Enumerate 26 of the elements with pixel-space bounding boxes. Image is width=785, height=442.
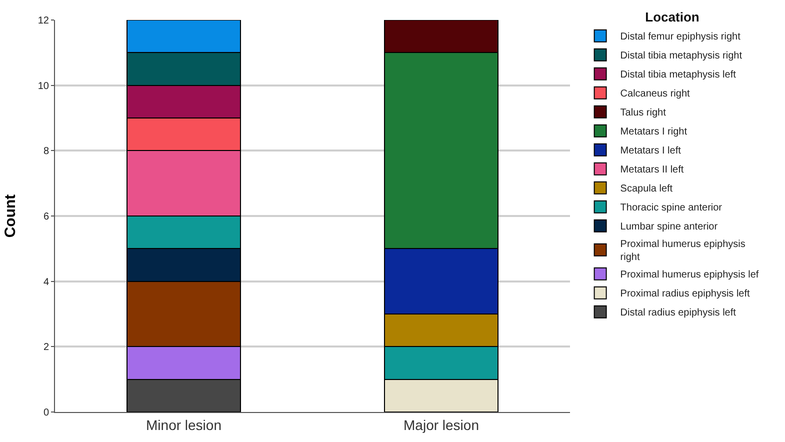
y-axis-title: Count xyxy=(2,194,19,238)
legend-label: Thoracic spine anterior xyxy=(620,202,723,214)
y-tick-label: 0 xyxy=(43,408,50,418)
legend-label: Proximal humerus epiphysis right xyxy=(620,239,746,264)
legend-title: Location xyxy=(645,9,700,24)
y-tick-label: 6 xyxy=(43,212,50,222)
legend-label: Metatars II left xyxy=(620,164,684,176)
legend-label: Metatars I left xyxy=(620,146,682,157)
y-tick-label: 10 xyxy=(38,80,50,92)
legend-label: Lumbar spine anterior xyxy=(620,222,718,233)
legend-label: Distal femur epiphysis right xyxy=(620,32,741,43)
legend-label: Calcaneus right xyxy=(620,88,690,100)
legend-label: Metatars I right xyxy=(620,126,688,138)
y-tick-label: 8 xyxy=(43,146,50,158)
x-tick-label: Major lesion xyxy=(404,416,479,433)
legend-label: Proximal radius epiphysis left xyxy=(620,288,750,300)
legend-label: Distal tibia metaphysis right xyxy=(620,50,742,62)
legend-label: Distal radius epiphysis left xyxy=(620,308,736,319)
legend-label: Talus right xyxy=(620,108,666,119)
legend-label: Proximal humerus epiphysis lef xyxy=(620,270,759,281)
x-tick-label: Minor lesion xyxy=(146,416,222,433)
legend-label: Scapula left xyxy=(620,184,673,195)
y-tick-label: 4 xyxy=(43,276,50,288)
y-tick-label: 2 xyxy=(43,342,50,354)
y-tick-label: 12 xyxy=(38,16,50,26)
legend-label: Distal tibia metaphysis left xyxy=(620,70,736,81)
